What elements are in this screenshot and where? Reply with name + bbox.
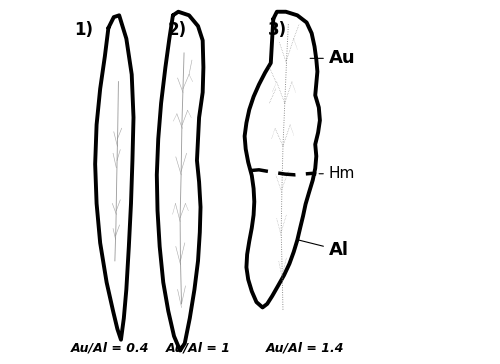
Text: Al: Al [298, 240, 349, 259]
Text: Au/Al = 1: Au/Al = 1 [166, 341, 231, 354]
Text: 2): 2) [168, 21, 186, 39]
Text: Au/Al = 1.4: Au/Al = 1.4 [266, 341, 344, 354]
Text: 3): 3) [268, 21, 287, 39]
Text: Au: Au [310, 50, 356, 67]
Text: Hm: Hm [319, 166, 355, 181]
Text: Au/Al = 0.4: Au/Al = 0.4 [71, 341, 150, 354]
Text: 1): 1) [74, 21, 94, 39]
